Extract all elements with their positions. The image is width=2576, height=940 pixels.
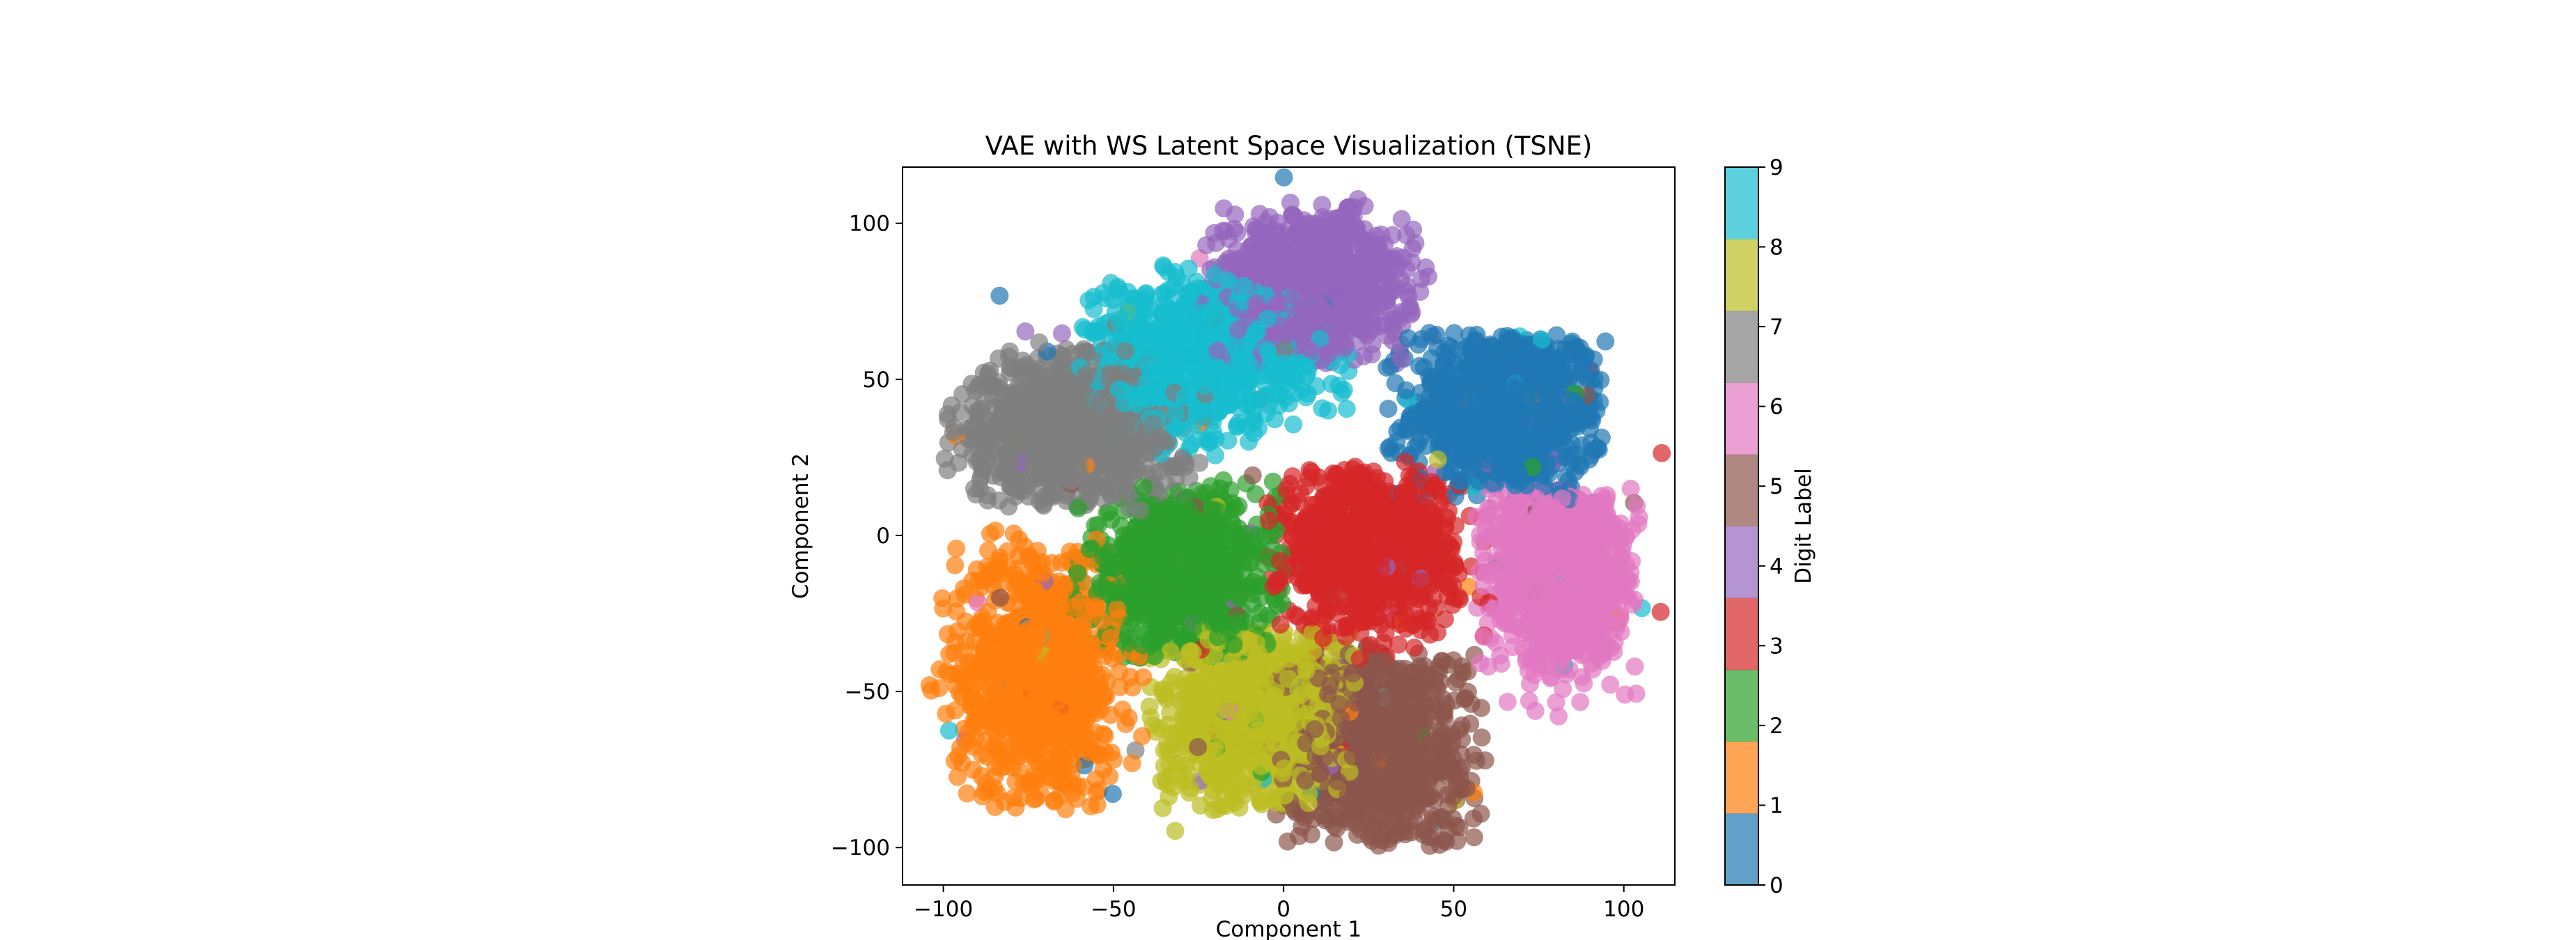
scatter-point-digit-0: [1596, 332, 1615, 351]
scatter-point-digit-3: [1651, 602, 1670, 621]
scatter-point-digit-9: [939, 721, 958, 740]
scatter-point-digit-9: [1337, 400, 1356, 418]
scatter-point-digit-6: [1627, 684, 1646, 703]
scatter-point-digit-2: [1268, 596, 1286, 615]
scatter-point-digit-4: [1392, 210, 1411, 228]
scatter-point-digit-9: [1313, 399, 1332, 418]
scatter-point-digit-6: [1554, 680, 1572, 698]
chart-title: VAE with WS Latent Space Visualization (…: [985, 131, 1593, 161]
scatter-point-digit-0: [1379, 400, 1398, 418]
scatter-point-digit-1: [947, 539, 966, 558]
scatter-point-digit-0: [990, 286, 1009, 305]
scatter-point-digit-6: [1625, 657, 1644, 676]
scatter-point-digit-3: [1405, 639, 1423, 657]
scatter-point-digit-1: [1123, 678, 1142, 697]
scatter-point-digit-5: [1325, 833, 1343, 852]
scatter-point-digit-1: [949, 767, 967, 786]
scatter-point-digit-1: [1088, 795, 1107, 814]
scatter-point-digit-5: [1278, 832, 1297, 851]
scatter-point-digit-1: [945, 643, 964, 662]
scatter-point-digit-6: [1571, 693, 1590, 712]
scatter-point-digit-4: [1226, 205, 1244, 224]
scatter-point-digit-1: [955, 579, 974, 598]
scatter-point-digit-8: [1166, 822, 1185, 840]
scatter-point-digit-7: [942, 396, 961, 415]
scatter-point-digit-8: [1150, 719, 1169, 737]
scatter-point-digit-6: [1601, 675, 1620, 694]
scatter-points: [920, 168, 1671, 855]
scatter-point-digit-8: [1165, 668, 1184, 686]
scatter-point-digit-1: [1133, 727, 1152, 746]
scatter-point-digit-1: [930, 660, 949, 679]
